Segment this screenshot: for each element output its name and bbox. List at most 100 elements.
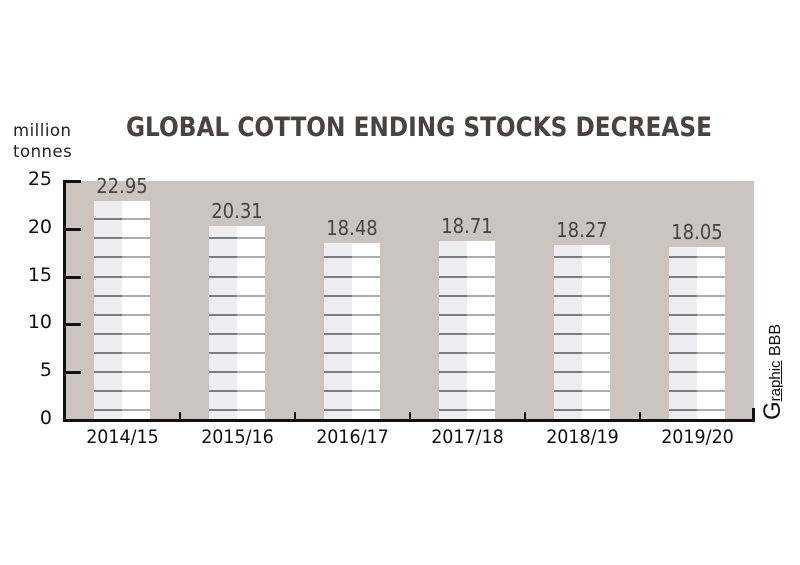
- bar-stripe: [669, 256, 725, 259]
- bar-stripe: [324, 352, 380, 355]
- y-tick: [63, 371, 81, 375]
- bar-stripe: [439, 409, 495, 412]
- bar-stripe: [94, 256, 150, 259]
- x-tick: [293, 412, 296, 421]
- bar-stripe: [324, 332, 380, 335]
- bar-value-label: 22.95: [96, 173, 148, 198]
- bar-stripe: [94, 218, 150, 221]
- credit-bbb: BBB: [767, 324, 784, 361]
- bar-value-label: 18.48: [326, 216, 378, 241]
- bar-stripe: [94, 294, 150, 297]
- unit-line-1: million: [13, 121, 72, 140]
- bar-stripe: [439, 275, 495, 278]
- bar-stripe: [439, 332, 495, 335]
- y-tick-label: 10: [27, 311, 52, 334]
- bar-stripe: [669, 371, 725, 374]
- bar-stripe: [439, 313, 495, 316]
- bar-stripe: [324, 294, 380, 297]
- bar-stripe: [209, 275, 265, 278]
- y-tick-label: 25: [27, 168, 52, 190]
- bar-value-label: 18.27: [556, 218, 608, 243]
- y-tick: [63, 275, 81, 279]
- graphic-credit: Graphic BBB: [759, 324, 787, 420]
- bar-stripe: [669, 352, 725, 355]
- bar-stripe: [554, 275, 610, 278]
- bar-stripe: [324, 275, 380, 278]
- bar-stripe: [669, 409, 725, 412]
- bar: [94, 200, 150, 420]
- bar-stripe: [94, 275, 150, 278]
- bar: [554, 245, 610, 420]
- bar-stripe: [554, 390, 610, 393]
- credit-raphic: raphic: [767, 360, 784, 402]
- bar-stripe: [209, 352, 265, 355]
- bar-stripe: [94, 371, 150, 374]
- y-tick: [63, 323, 81, 327]
- x-tick-label: 2015/16: [200, 426, 274, 448]
- bar-stripe: [209, 390, 265, 393]
- y-tick-label: 15: [27, 263, 52, 286]
- bar-stripe: [94, 352, 150, 355]
- plot-area: [64, 181, 754, 420]
- bar-stripe: [554, 256, 610, 259]
- bar-stripe: [209, 371, 265, 374]
- bar-value-label: 18.71: [441, 214, 493, 239]
- x-tick-label: 2014/15: [85, 426, 159, 448]
- y-tick-label: 5: [39, 359, 52, 382]
- bar: [669, 247, 725, 420]
- x-tick-label: 2017/18: [430, 426, 504, 448]
- bar-stripe: [324, 409, 380, 412]
- bar-stripe: [94, 390, 150, 393]
- bar-stripe: [439, 352, 495, 355]
- bar-stripe: [324, 371, 380, 374]
- bar-stripe: [209, 332, 265, 335]
- bar-stripe: [94, 409, 150, 412]
- y-axis-unit-label: million tonnes: [13, 120, 72, 162]
- bar-stripe: [554, 352, 610, 355]
- bar-stripe: [209, 237, 265, 240]
- bar-stripe: [669, 390, 725, 393]
- y-axis-line: [63, 181, 66, 422]
- bar-stripe: [669, 294, 725, 297]
- x-tick-label: 2019/20: [660, 426, 734, 448]
- bar-stripe: [439, 294, 495, 297]
- x-axis-end-tick: [752, 408, 755, 421]
- bar-stripe: [324, 313, 380, 316]
- bar: [209, 225, 265, 420]
- bar-stripe: [94, 332, 150, 335]
- bar-stripe: [439, 371, 495, 374]
- bar-stripe: [669, 313, 725, 316]
- y-tick: [63, 227, 81, 231]
- bar-value-label: 18.05: [671, 220, 723, 245]
- y-tick-label: 0: [39, 407, 52, 429]
- credit-g: G: [759, 401, 786, 420]
- bar-stripe: [94, 313, 150, 316]
- bar-stripe: [439, 390, 495, 393]
- bar-value-label: 20.31: [211, 198, 263, 223]
- bar: [439, 241, 495, 420]
- bar-stripe: [439, 256, 495, 259]
- bar-stripe: [209, 294, 265, 297]
- y-tick-label: 20: [27, 215, 52, 238]
- bar-stripe: [209, 409, 265, 412]
- bar-stripe: [554, 332, 610, 335]
- x-tick: [408, 412, 411, 421]
- bar-stripe: [209, 313, 265, 316]
- bar-stripe: [669, 332, 725, 335]
- x-tick-label: 2016/17: [315, 426, 389, 448]
- bar-stripe: [554, 371, 610, 374]
- bar-stripe: [669, 275, 725, 278]
- bar-stripe: [554, 313, 610, 316]
- x-tick-label: 2018/19: [545, 426, 619, 448]
- x-tick: [523, 412, 526, 421]
- chart-title: GLOBAL COTTON ENDING STOCKS DECREASE: [126, 112, 712, 143]
- bar-stripe: [554, 294, 610, 297]
- bar-stripe: [324, 256, 380, 259]
- bar-stripe: [209, 256, 265, 259]
- x-tick: [178, 412, 181, 421]
- bar: [324, 243, 380, 420]
- unit-line-2: tonnes: [13, 142, 73, 161]
- bar-stripe: [94, 237, 150, 240]
- x-tick: [638, 412, 641, 421]
- bar-stripe: [324, 390, 380, 393]
